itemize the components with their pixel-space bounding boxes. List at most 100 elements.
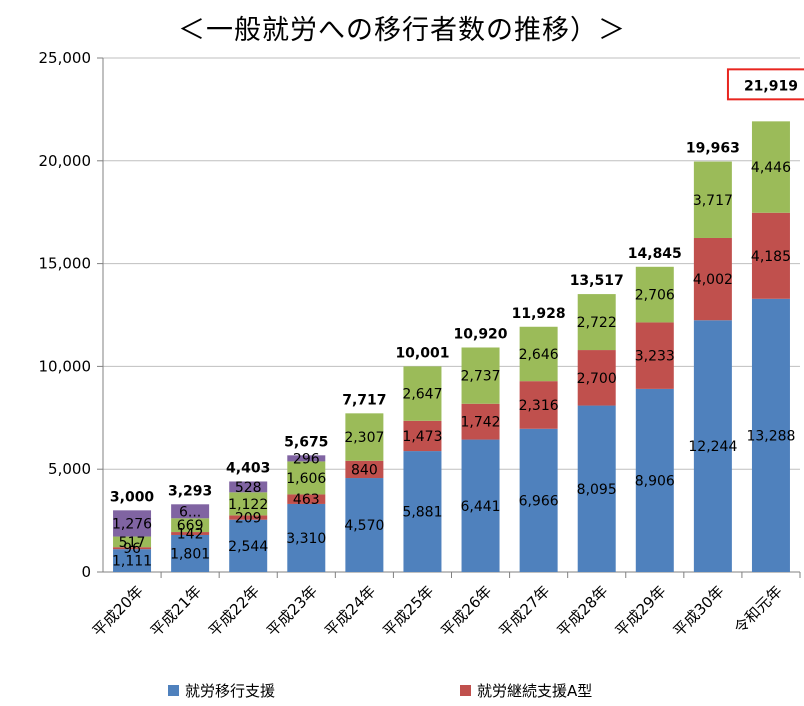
- total-highlight-box: [726, 68, 804, 101]
- data-label: 1,276: [112, 516, 152, 532]
- gridlines: [103, 57, 800, 470]
- legend-item-series-1: 就労移行支援: [168, 680, 275, 701]
- bar-segment: [635, 266, 674, 323]
- data-label: 2,700: [577, 371, 617, 387]
- bar-segment: [693, 320, 732, 572]
- data-label: 209: [235, 511, 262, 527]
- x-tick-label: 平成25年: [379, 582, 437, 640]
- y-tick-label: 15,000: [39, 255, 92, 273]
- x-tick-label: 平成20年: [89, 582, 147, 640]
- bar-segment: [287, 494, 326, 504]
- bar-segment: [693, 161, 732, 238]
- data-label: 463: [293, 492, 320, 508]
- bar-segment: [345, 478, 384, 572]
- y-tick-label: 5,000: [48, 460, 91, 478]
- bar-segment: [113, 510, 152, 537]
- legend-swatch-red: [460, 685, 471, 696]
- x-tick-label: 平成28年: [553, 582, 611, 640]
- data-label: 517: [119, 535, 146, 551]
- bar-segment: [403, 451, 442, 572]
- total-label: 11,928: [512, 306, 566, 322]
- data-label: 6...: [179, 504, 201, 520]
- data-label: 6,441: [460, 499, 500, 515]
- total-label: 3,293: [168, 483, 212, 499]
- data-label: 2,316: [519, 398, 559, 414]
- bar-segment: [171, 518, 210, 533]
- total-label: 10,920: [454, 326, 508, 342]
- bar-segment: [519, 428, 558, 572]
- data-label: 2,646: [519, 347, 559, 363]
- total-label: 4,403: [226, 460, 270, 476]
- bar-segment: [229, 492, 268, 516]
- data-label: 8,906: [635, 473, 675, 489]
- data-label: 1,606: [286, 471, 326, 487]
- total-label: 7,717: [342, 392, 386, 408]
- data-label: 1,742: [460, 415, 500, 431]
- data-label: 5,881: [402, 505, 442, 521]
- bar-segment: [171, 532, 210, 535]
- data-label: 4,570: [344, 518, 384, 534]
- data-label: 2,706: [635, 288, 675, 304]
- data-label: 8,095: [577, 482, 617, 498]
- bars: [113, 121, 790, 572]
- data-label: 2,737: [460, 369, 500, 385]
- data-label: 4,446: [751, 160, 791, 176]
- total-label: 14,845: [628, 246, 682, 262]
- bar-segment: [345, 413, 384, 461]
- x-tick-label: 平成27年: [495, 582, 553, 640]
- data-label: 1,473: [402, 429, 442, 445]
- x-tick-label: 平成23年: [263, 582, 321, 640]
- x-tick-label: 令和元年: [731, 582, 786, 637]
- bar-segment: [751, 212, 790, 299]
- bar-segment: [635, 322, 674, 389]
- data-label: 2,647: [402, 387, 442, 403]
- bar-segment: [461, 403, 500, 440]
- data-label: 1,122: [228, 497, 268, 513]
- bar-segment: [171, 504, 210, 519]
- legend-label: 就労継続支援A型: [477, 682, 593, 700]
- bar-segment: [403, 366, 442, 421]
- x-tick-label: 平成30年: [670, 582, 728, 640]
- bar-segment: [577, 294, 616, 351]
- data-label: 2,722: [577, 315, 617, 331]
- bar-segment: [461, 347, 500, 404]
- x-tick-label: 平成21年: [147, 582, 205, 640]
- data-label: 2,307: [344, 430, 384, 446]
- y-tick-label: 10,000: [39, 357, 92, 375]
- bar-segment: [635, 388, 674, 572]
- bar-segment: [287, 503, 326, 572]
- x-tick-label: 平成22年: [205, 582, 263, 640]
- data-label: 296: [293, 451, 320, 467]
- bar-segment: [693, 237, 732, 321]
- total-label: 10,001: [395, 345, 449, 361]
- total-label: 3,000: [110, 489, 155, 505]
- legend-item-series-2: 就労継続支援A型: [460, 680, 592, 701]
- data-label: 2,544: [228, 539, 268, 555]
- total-label: 13,517: [570, 273, 624, 289]
- total-label: 5,675: [284, 434, 328, 450]
- bar-segment: [113, 536, 152, 548]
- legend-swatch-blue: [168, 685, 179, 696]
- bar-segment: [171, 534, 210, 572]
- bar-segment: [229, 519, 268, 572]
- data-label: 528: [235, 480, 262, 496]
- bar-segment: [519, 326, 558, 382]
- x-tick-label: 平成26年: [437, 582, 495, 640]
- data-label: 4,002: [693, 272, 733, 288]
- legend-label: 就労移行支援: [185, 682, 276, 700]
- data-label: 4,185: [751, 249, 791, 265]
- chart-title: ＜一般就労への移行者数の推移）＞: [178, 15, 626, 46]
- bar-segment: [229, 515, 268, 520]
- data-label: 669: [177, 518, 204, 534]
- data-label: 6,966: [519, 493, 559, 509]
- data-label: 142: [177, 527, 204, 543]
- data-label: 13,288: [746, 428, 795, 444]
- data-label: 3,310: [286, 531, 326, 547]
- x-tick-label: 平成29年: [612, 582, 670, 640]
- y-tick-label: 25,000: [39, 49, 92, 67]
- y-tick-label: 20,000: [39, 152, 92, 170]
- bar-segment: [577, 350, 616, 406]
- data-label: 1,111: [112, 554, 152, 570]
